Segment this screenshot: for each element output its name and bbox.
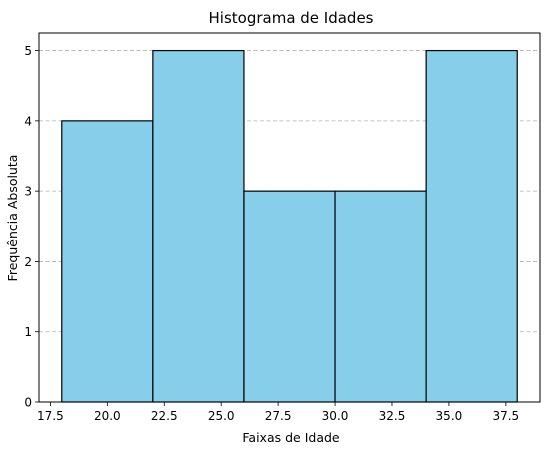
histogram-bar bbox=[425, 49, 518, 403]
histogram-bar bbox=[61, 120, 154, 403]
y-axis-title: Frequência Absoluta bbox=[5, 155, 20, 282]
y-tick-label: 4 bbox=[24, 114, 32, 128]
x-tick-label: 22.5 bbox=[151, 409, 178, 423]
x-axis-ticks: 17.5 20.0 22.5 25.0 27.5 30.0 32.5 35.0 37.5 bbox=[37, 402, 519, 423]
histogram-bar bbox=[243, 190, 336, 403]
x-axis-title: Faixas de Idade bbox=[242, 430, 340, 445]
y-tick-label: 2 bbox=[24, 255, 32, 269]
chart-title: Histograma de Idades bbox=[209, 9, 374, 27]
y-tick-label: 1 bbox=[24, 325, 32, 339]
x-tick-label: 25.0 bbox=[208, 409, 235, 423]
x-tick-label: 17.5 bbox=[37, 409, 64, 423]
plot-frame bbox=[38, 32, 541, 403]
y-tick-label: 0 bbox=[24, 396, 32, 410]
y-tick-label: 3 bbox=[24, 185, 32, 199]
bars bbox=[61, 49, 518, 403]
x-tick-label: 35.0 bbox=[436, 409, 463, 423]
histogram-bar bbox=[152, 49, 245, 403]
x-tick-label: 30.0 bbox=[322, 409, 349, 423]
y-tick-label: 5 bbox=[24, 44, 32, 58]
histogram-bar bbox=[334, 190, 427, 403]
x-tick-label: 32.5 bbox=[379, 409, 406, 423]
y-axis-ticks: 0 1 2 3 4 5 bbox=[24, 44, 39, 410]
x-tick-label: 27.5 bbox=[265, 409, 292, 423]
x-tick-label: 37.5 bbox=[492, 409, 519, 423]
x-tick-label: 20.0 bbox=[94, 409, 121, 423]
